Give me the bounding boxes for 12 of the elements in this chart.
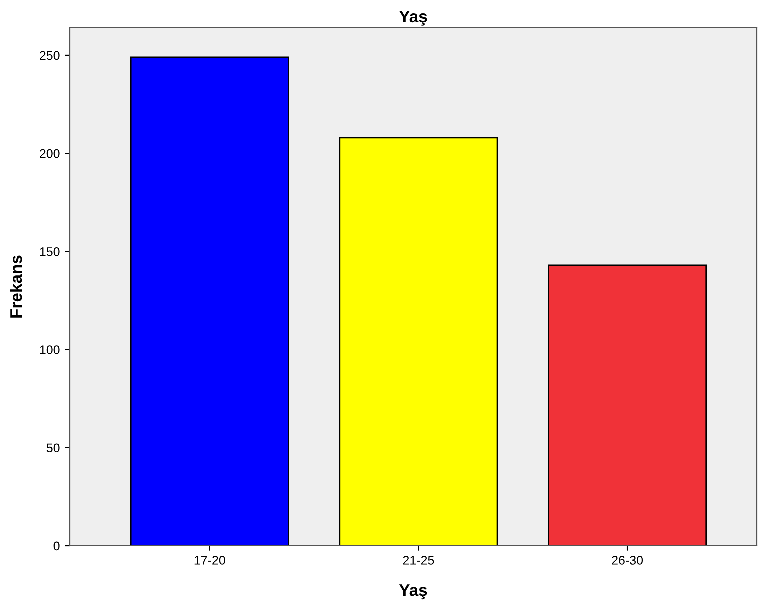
y-tick-label: 250 [40,51,60,60]
x-tick-label: 21-25 [403,556,434,565]
y-tick-label: 50 [46,444,60,453]
x-axis-title: Yaş [399,584,428,600]
y-axis-title: Frekans [10,256,22,318]
y-tick-label: 150 [40,247,60,256]
y-tick-label: 0 [54,542,60,551]
x-tick-label: 17-20 [194,556,226,565]
y-tick-label: 100 [40,346,60,354]
y-tick-label: 200 [40,149,60,158]
chart-title: Yaş [399,10,428,26]
x-tick-label: 26-30 [612,556,644,565]
